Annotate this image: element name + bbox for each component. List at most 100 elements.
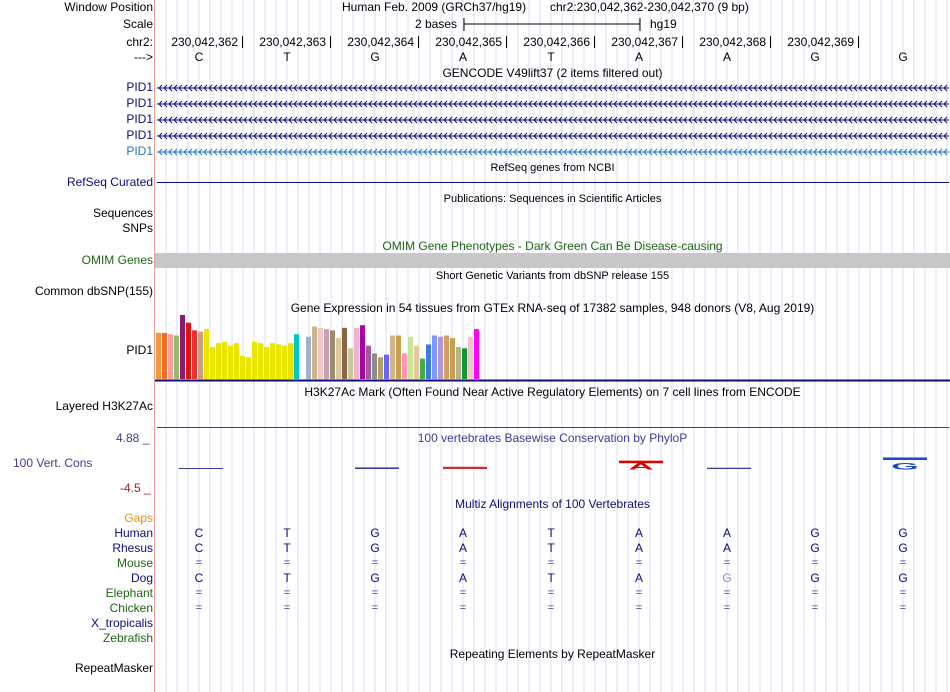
gtex-tissue-bar[interactable] [348, 348, 353, 379]
gtex-tissue-bar[interactable] [432, 335, 437, 379]
gtex-tissue-bar[interactable] [426, 344, 431, 379]
gencode-transcript-line[interactable] [155, 83, 950, 93]
gencode-transcript-line[interactable] [155, 99, 950, 109]
gtex-tissue-bar[interactable] [360, 325, 365, 379]
h3k27ac-label[interactable]: Layered H3K27Ac [55, 399, 153, 413]
gencode-item-label[interactable]: PID1 [126, 128, 153, 142]
gencode-transcript-line[interactable] [155, 115, 950, 125]
gtex-tissue-bar[interactable] [438, 336, 443, 379]
gtex-tissue-bar[interactable] [378, 357, 383, 379]
multiz-species-label[interactable]: Rhesus [112, 541, 153, 555]
gtex-tissue-bar[interactable] [318, 327, 323, 379]
gencode-item-label[interactable]: PID1 [126, 144, 153, 158]
phylop-score-bar[interactable] [707, 467, 751, 469]
multiz-gaps-label[interactable]: Gaps [124, 511, 153, 525]
gtex-tissue-bar[interactable] [162, 332, 167, 379]
gtex-tissue-bar[interactable] [264, 347, 269, 379]
gtex-tissue-bar[interactable] [312, 326, 317, 379]
gtex-tissue-bar[interactable] [336, 338, 341, 379]
refseq-label[interactable]: RefSeq Curated [66, 175, 153, 189]
gtex-tissue-bar[interactable] [414, 345, 419, 379]
gtex-tissue-bar[interactable] [168, 334, 173, 379]
base-letter: G [370, 50, 380, 64]
multiz-base: = [723, 557, 731, 569]
pubs-snps-label[interactable]: SNPs [122, 221, 153, 235]
gtex-tissue-bar[interactable] [198, 331, 203, 379]
gtex-tissue-bar[interactable] [228, 345, 233, 379]
gtex-tissue-bar[interactable] [342, 327, 347, 379]
gtex-tissue-bar[interactable] [366, 345, 371, 379]
gtex-bar-chart[interactable] [155, 314, 950, 382]
gtex-tissue-bar[interactable] [408, 336, 413, 379]
gtex-tissue-bar[interactable] [222, 341, 227, 379]
gtex-tissue-bar[interactable] [282, 345, 287, 379]
gtex-tissue-bar[interactable] [216, 343, 221, 379]
phylop-score-bar[interactable] [179, 468, 223, 469]
gtex-tissue-bar[interactable] [306, 336, 311, 379]
multiz-base: A [634, 526, 643, 540]
gtex-tissue-bar[interactable] [234, 343, 239, 379]
gtex-tissue-bar[interactable] [450, 338, 455, 379]
multiz-species-label[interactable]: Human [114, 526, 153, 540]
gtex-tissue-bar[interactable] [390, 335, 395, 379]
gtex-tissue-bar[interactable] [324, 329, 329, 379]
phylop-score-bar[interactable] [883, 457, 927, 460]
gtex-tissue-bar[interactable] [252, 341, 257, 379]
gtex-tissue-bar[interactable] [204, 329, 209, 379]
gtex-tissue-bar[interactable] [330, 330, 335, 379]
gencode-transcript-line[interactable] [155, 147, 950, 157]
multiz-species-label[interactable]: Dog [130, 571, 153, 585]
gencode-item-label[interactable]: PID1 [126, 80, 153, 94]
gtex-tissue-bar[interactable] [444, 335, 449, 379]
gtex-tissue-bar[interactable] [462, 348, 467, 379]
h3k27ac-title: H3K27Ac Mark (Often Found Near Active Re… [304, 385, 801, 399]
gtex-tissue-bar[interactable] [384, 354, 389, 379]
gtex-tissue-bar[interactable] [288, 343, 293, 379]
gencode-transcript-line[interactable] [155, 131, 950, 141]
gtex-tissue-bar[interactable] [270, 343, 275, 379]
gtex-tissue-bar[interactable] [468, 336, 473, 379]
gtex-tissue-bar[interactable] [354, 327, 359, 379]
phylop-score-bar[interactable] [619, 460, 663, 464]
omim-gene-bar[interactable] [155, 253, 950, 268]
assembly-title: Human Feb. 2009 (GRCh37/hg19) [342, 0, 527, 14]
gtex-tissue-bar[interactable] [192, 330, 197, 379]
gencode-item-label[interactable]: PID1 [126, 112, 153, 126]
multiz-base: = [635, 587, 643, 599]
gtex-tissue-bar[interactable] [294, 334, 299, 379]
gtex-label[interactable]: PID1 [126, 343, 153, 357]
gtex-tissue-bar[interactable] [180, 315, 185, 379]
multiz-species-label[interactable]: X_tropicalis [90, 616, 153, 630]
pubs-sequences-label[interactable]: Sequences [92, 206, 153, 220]
refseq-gene-line[interactable] [157, 182, 949, 183]
gtex-tissue-bar[interactable] [396, 335, 401, 379]
gtex-tissue-bar[interactable] [402, 353, 407, 379]
multiz-base: = [635, 557, 643, 569]
gencode-item-label[interactable]: PID1 [126, 96, 153, 110]
multiz-species-label[interactable]: Elephant [105, 586, 153, 600]
gtex-tissue-bar[interactable] [240, 355, 245, 379]
dbsnp-label[interactable]: Common dbSNP(155) [34, 284, 153, 298]
repeatmasker-label[interactable]: RepeatMasker [74, 661, 153, 675]
gtex-tissue-bar[interactable] [474, 329, 479, 379]
scale-text: 2 bases [415, 17, 458, 31]
phylop-score-bar[interactable] [443, 466, 487, 469]
multiz-species-label[interactable]: Mouse [116, 556, 153, 570]
phylop-score-bar[interactable] [355, 467, 399, 469]
omim-label[interactable]: OMIM Genes [81, 253, 153, 267]
gtex-tissue-bar[interactable] [258, 343, 263, 379]
gtex-tissue-bar[interactable] [246, 357, 251, 379]
label-separator[interactable] [154, 0, 155, 692]
multiz-species-label[interactable]: Zebrafish [102, 631, 153, 645]
gtex-tissue-bar[interactable] [456, 347, 461, 379]
gtex-tissue-bar[interactable] [276, 344, 281, 379]
gtex-tissue-bar[interactable] [174, 335, 179, 379]
gtex-tissue-bar[interactable] [210, 347, 215, 379]
gtex-tissue-bar[interactable] [186, 322, 191, 379]
gtex-tissue-bar[interactable] [156, 332, 161, 379]
phylop-label[interactable]: 100 Vert. Cons [13, 456, 93, 470]
gtex-tissue-bar[interactable] [372, 353, 377, 379]
multiz-species-label[interactable]: Chicken [109, 601, 153, 615]
gtex-tissue-bar[interactable] [420, 358, 425, 379]
